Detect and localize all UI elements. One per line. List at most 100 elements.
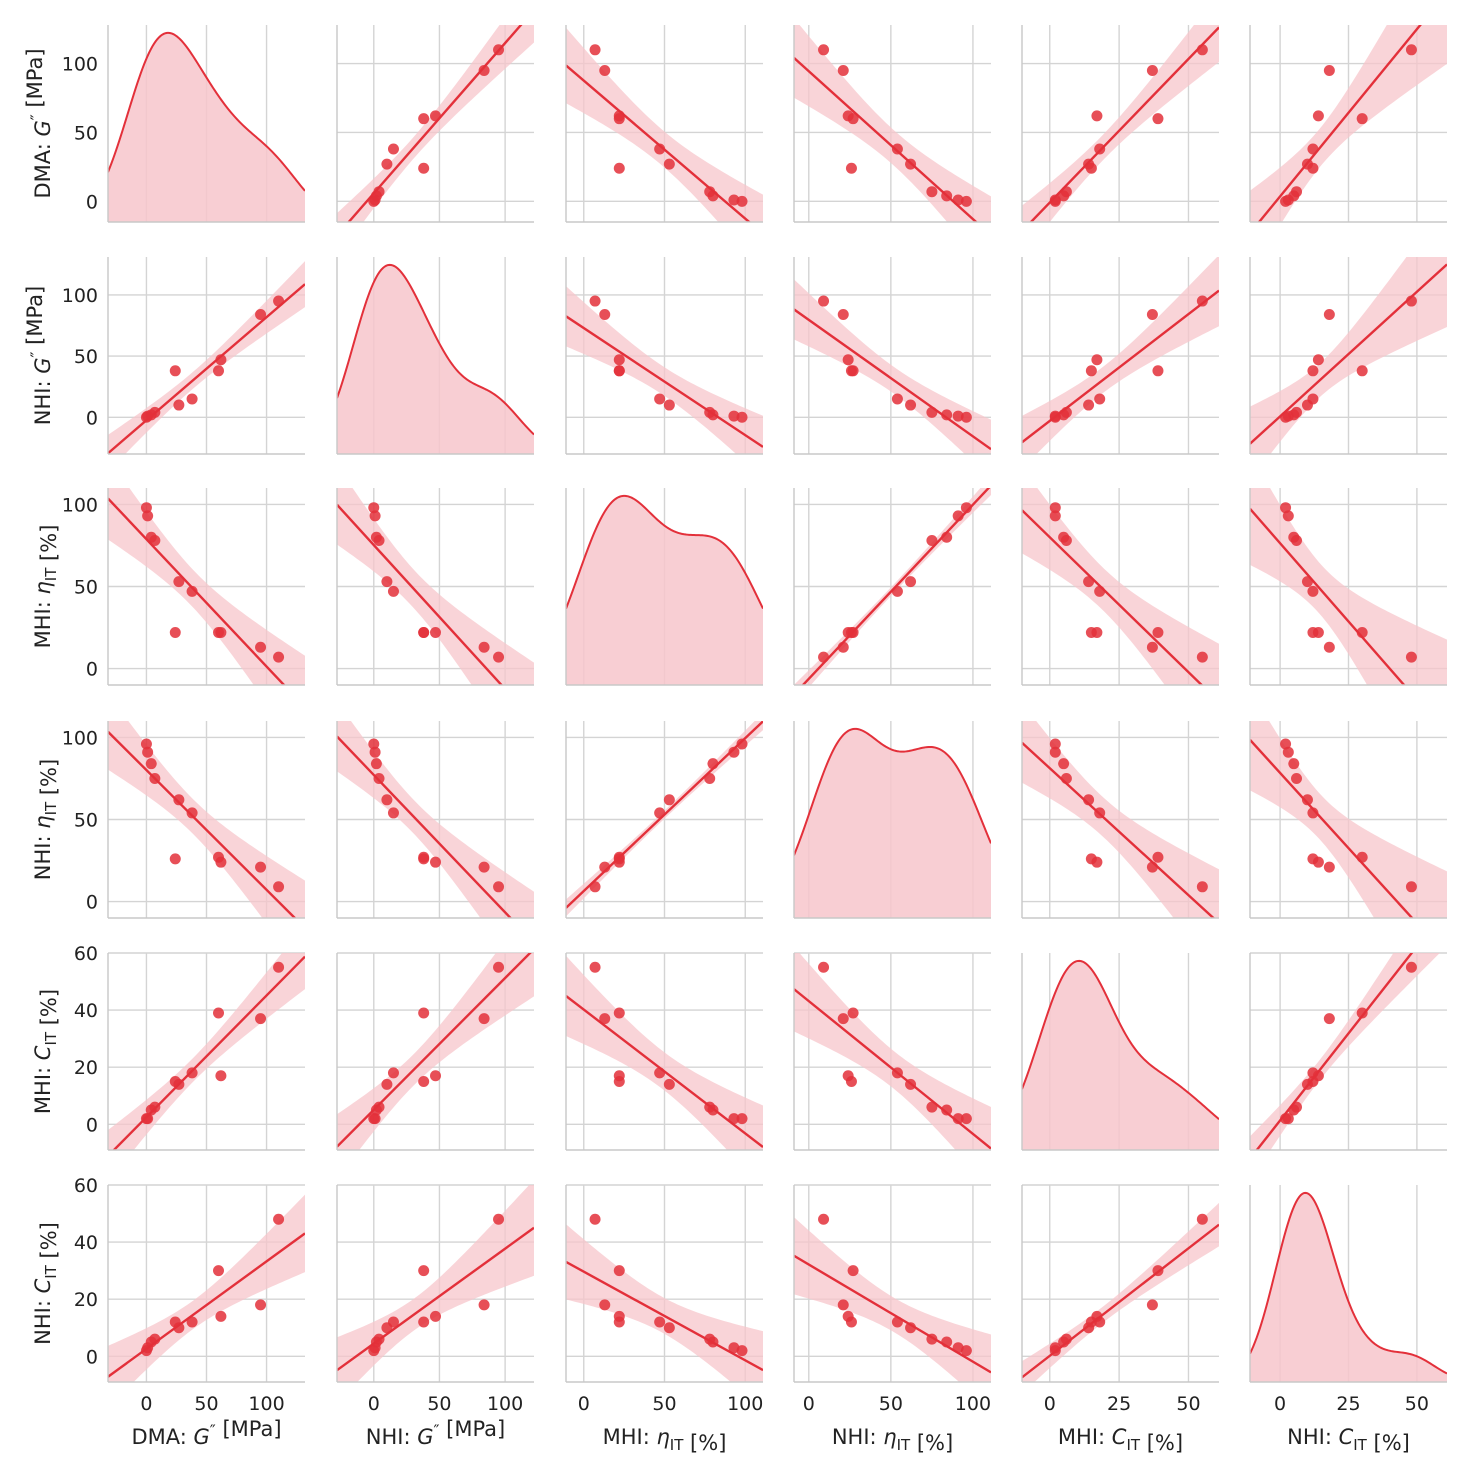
y-tick-label: 100 (62, 727, 98, 749)
scatter-point (589, 44, 601, 56)
scatter-point (255, 1299, 267, 1311)
scatter-point (905, 399, 917, 411)
y-tick-label: 50 (74, 346, 98, 368)
scatter-point (589, 881, 601, 893)
scatter-point (273, 295, 285, 307)
scatter-point (704, 186, 716, 198)
scatter-point (589, 1213, 601, 1225)
scatter-point (736, 1113, 748, 1125)
scatter-point (952, 1113, 964, 1125)
y-tick-label: 0 (86, 892, 98, 914)
scatter-point (926, 186, 938, 198)
scatter-point (215, 354, 227, 366)
scatter-point (891, 143, 903, 155)
scatter-point (1356, 113, 1368, 125)
scatter-point (186, 585, 198, 597)
scatter-point (952, 510, 964, 522)
scatter-point (1060, 406, 1072, 418)
panel-nhi_c-vs-nhi_c: 0 25 50 NHI: CIT [%] (1249, 1185, 1447, 1455)
kde-area (108, 32, 305, 222)
scatter-point (818, 44, 830, 56)
scatter-point (387, 143, 399, 155)
scatter-point (599, 309, 611, 321)
panel-nhi_eta-vs-nhi_c (1249, 721, 1447, 919)
x-tick-label: 0 (578, 1393, 590, 1415)
x-tick-label: 0 (1274, 1393, 1286, 1415)
kde-line (794, 727, 991, 856)
y-tick-label: 40 (74, 1232, 98, 1254)
scatter-point (169, 1075, 181, 1087)
scatter-point (1152, 1265, 1164, 1277)
scatter-point (837, 64, 849, 76)
scatter-point (1291, 535, 1303, 547)
scatter-point (818, 961, 830, 973)
scatter-point (926, 406, 938, 418)
scatter-point (1196, 1213, 1208, 1225)
panel-nhi_g-vs-nhi_g (336, 257, 534, 455)
scatter-point (736, 195, 748, 207)
scatter-point (368, 738, 380, 750)
kde-area (337, 264, 534, 454)
scatter-point (1356, 1007, 1368, 1019)
panel-mhi_c-vs-nhi_g (336, 952, 534, 1151)
confidence-band (1250, 953, 1440, 1150)
y-tick-label: 20 (74, 1289, 98, 1311)
scatter-point (493, 881, 505, 893)
scatter-point (1282, 510, 1294, 522)
scatter-point (847, 1007, 859, 1019)
scatter-point (368, 502, 380, 514)
scatter-point (173, 399, 185, 411)
scatter-point (1196, 881, 1208, 893)
scatter-point (145, 758, 157, 770)
confidence-band (1022, 25, 1219, 222)
scatter-point (613, 162, 625, 174)
scatter-point (1307, 585, 1319, 597)
scatter-point (847, 1265, 859, 1277)
scatter-point (430, 110, 441, 122)
scatter-point (654, 1067, 666, 1079)
scatter-point (149, 1333, 161, 1345)
scatter-point (905, 1078, 917, 1090)
scatter-point (1307, 807, 1319, 819)
panel-mhi_c-vs-mhi_c (1021, 953, 1219, 1151)
scatter-point (430, 1310, 441, 1322)
scatter-point (1323, 64, 1335, 76)
scatter-point (960, 195, 972, 207)
panel-nhi_eta-vs-mhi_c (1021, 721, 1219, 919)
scatter-point (387, 585, 399, 597)
scatter-point (1049, 738, 1061, 750)
panel-nhi_g-vs-mhi_eta (565, 257, 763, 455)
x-tick-label: 0 (803, 1393, 815, 1415)
scatter-point (1083, 399, 1095, 411)
scatter-point (493, 44, 505, 56)
scatter-point (369, 1113, 381, 1125)
scatter-point (373, 1333, 385, 1345)
y-axis-label-dma_g: DMA: G″ [MPa] (23, 48, 55, 198)
panel-nhi_eta-vs-nhi_eta (793, 721, 991, 919)
scatter-point (654, 393, 666, 405)
scatter-point (1307, 365, 1319, 377)
scatter-point (654, 1316, 666, 1328)
regression-line (794, 308, 991, 451)
scatter-point (1405, 44, 1417, 56)
x-tick-label: 0 (140, 1393, 152, 1415)
scatter-point (381, 576, 393, 588)
scatter-point (663, 158, 675, 170)
kde-line (566, 494, 763, 610)
panel-dma_g-vs-nhi_g (336, 25, 534, 223)
scatter-point (926, 1101, 938, 1113)
scatter-point (255, 1013, 267, 1025)
scatter-point (186, 1067, 198, 1079)
scatter-point (478, 861, 490, 873)
y-tick-label: 100 (62, 494, 98, 516)
scatter-point (599, 64, 611, 76)
scatter-point (1405, 651, 1417, 663)
scatter-point (1196, 44, 1208, 56)
scatter-point (926, 1333, 938, 1345)
scatter-point (704, 1333, 716, 1345)
panel-nhi_eta-vs-nhi_g (336, 721, 534, 919)
scatter-point (142, 510, 154, 522)
panel-mhi_c-vs-mhi_eta (565, 952, 763, 1151)
